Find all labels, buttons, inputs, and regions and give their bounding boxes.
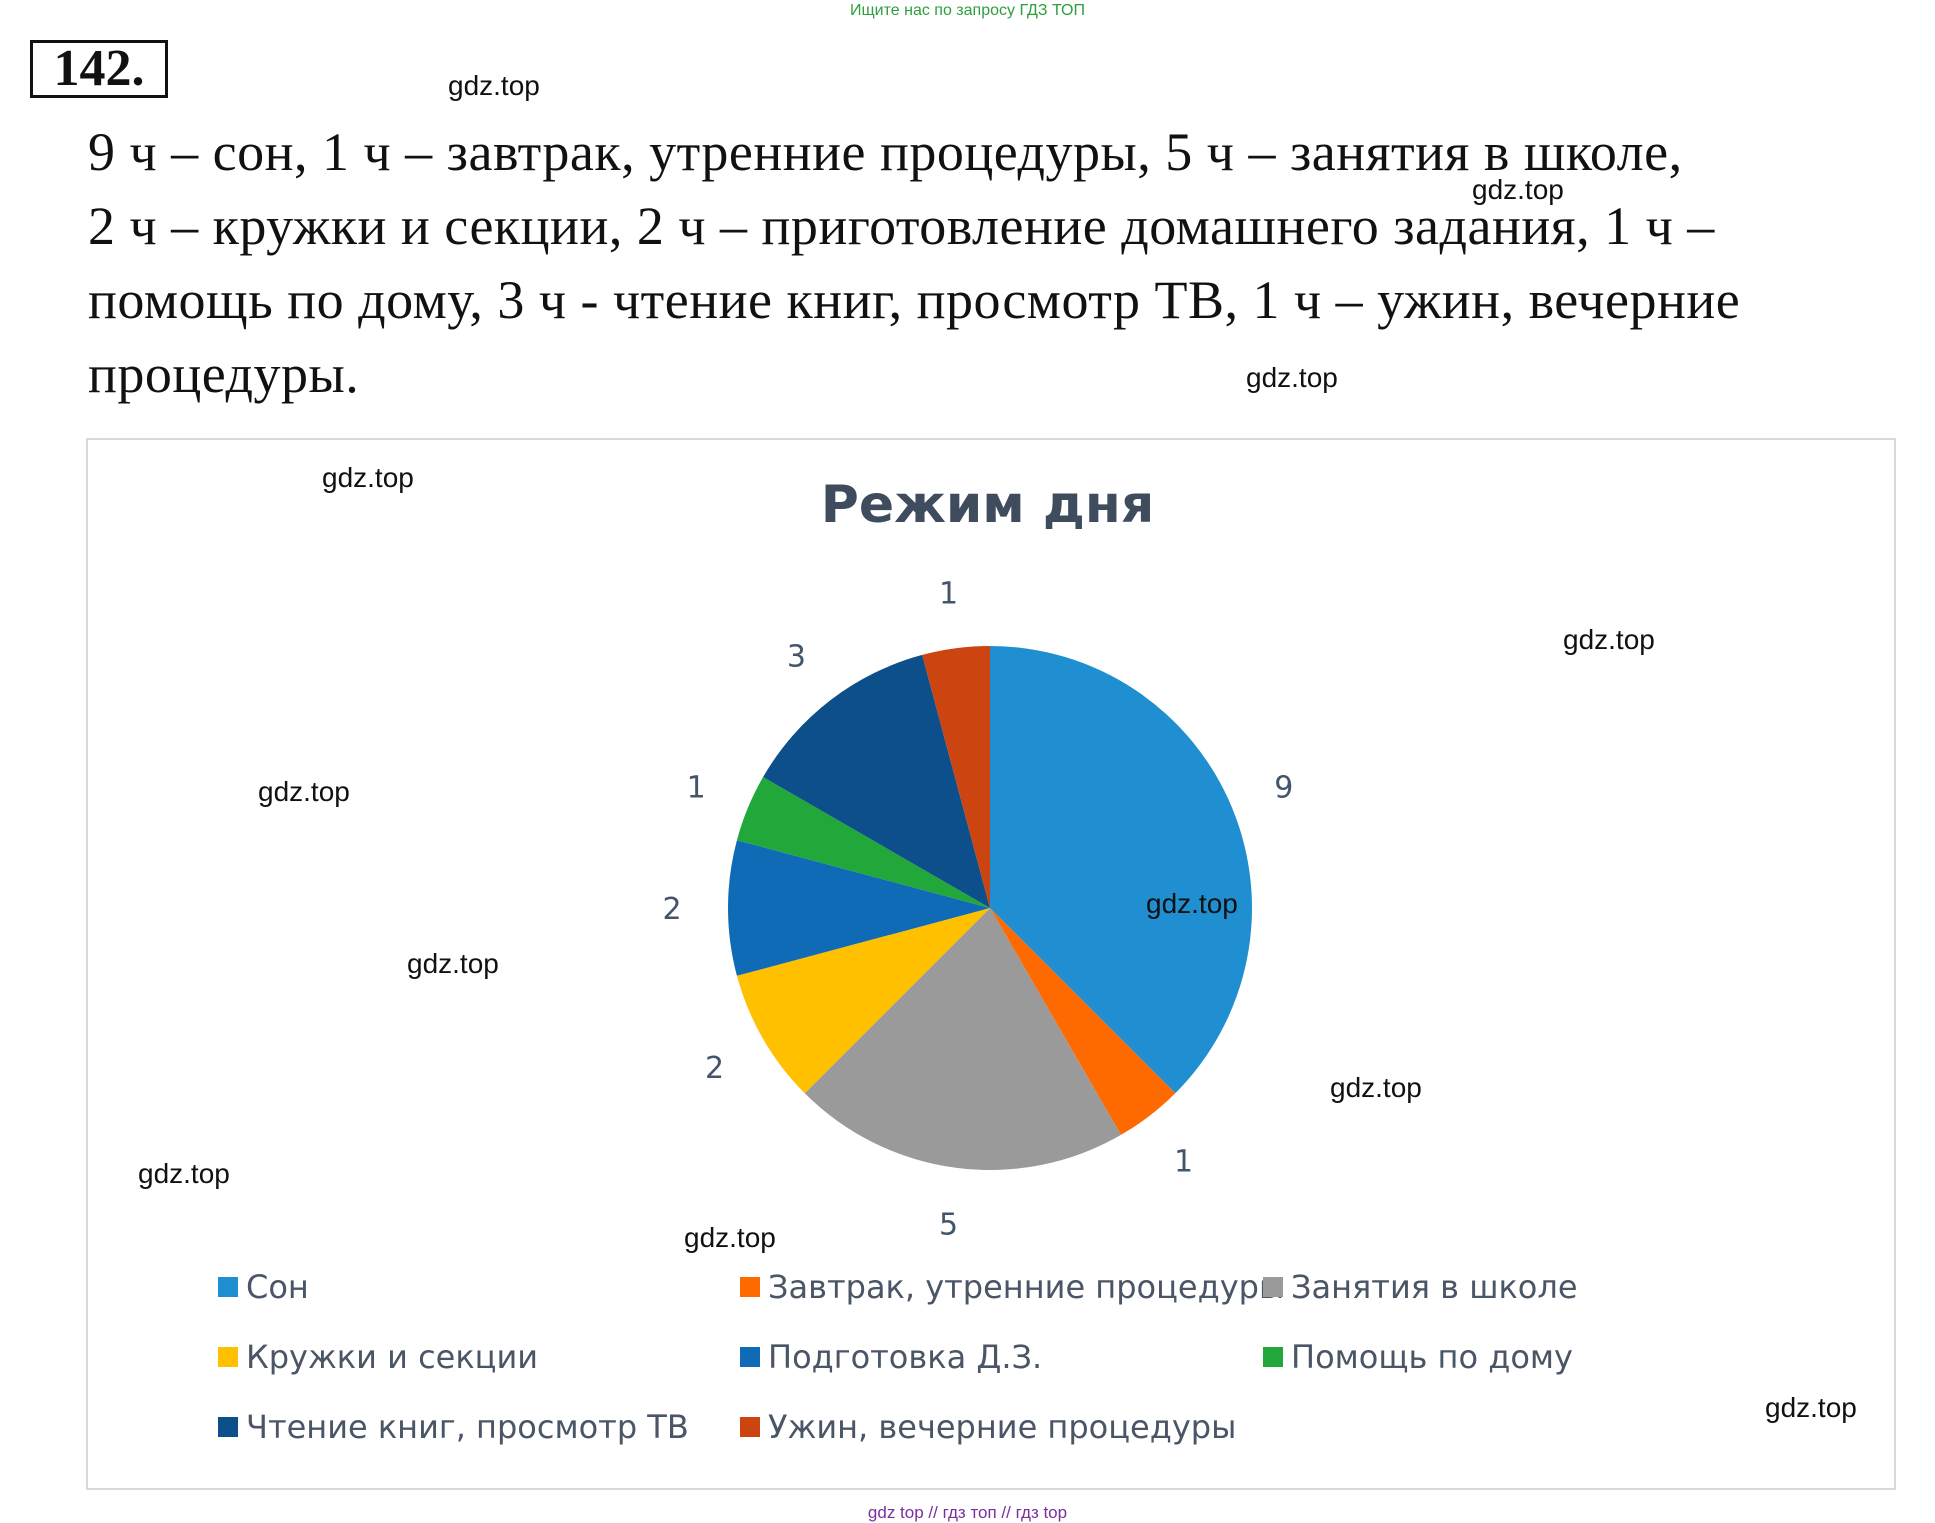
legend-item: Завтрак, утренние процедуры xyxy=(740,1268,1284,1306)
watermark: gdz.top xyxy=(1765,1392,1857,1423)
legend-item: Сон xyxy=(218,1268,309,1306)
legend-item: Ужин, вечерние процедуры xyxy=(740,1408,1236,1446)
pie-slice xyxy=(736,777,990,908)
legend-item: Помощь по дому xyxy=(1263,1338,1573,1376)
legend-label: Помощь по дому xyxy=(1291,1338,1573,1376)
legend-swatch xyxy=(218,1417,238,1437)
watermark: gdz.top xyxy=(1330,1072,1422,1103)
top-banner: Ищите нас по запросу ГДЗ ТОП xyxy=(850,2,1085,19)
watermark: gdz.top xyxy=(1146,888,1238,919)
legend-label: Подготовка Д.З. xyxy=(768,1338,1043,1376)
problem-line: помощь по дому, 3 ч - чтение книг, просм… xyxy=(88,270,1741,330)
data-label: 3 xyxy=(787,640,806,675)
legend-item: Чтение книг, просмотр ТВ xyxy=(218,1408,689,1446)
pie-slice xyxy=(763,654,990,908)
legend-label: Сон xyxy=(246,1268,309,1306)
legend-item: Занятия в школе xyxy=(1263,1268,1578,1306)
data-label: 2 xyxy=(705,1051,724,1086)
legend-swatch xyxy=(740,1277,760,1297)
legend-label: Ужин, вечерние процедуры xyxy=(768,1408,1237,1446)
pie-slice xyxy=(922,646,990,908)
pie-slice xyxy=(804,908,1121,1170)
watermark: gdz.top xyxy=(322,462,414,493)
legend-swatch xyxy=(218,1277,238,1297)
data-label: 1 xyxy=(1174,1144,1193,1179)
data-label: 9 xyxy=(1274,770,1293,805)
legend-swatch xyxy=(1263,1277,1283,1297)
watermark: gdz.top xyxy=(1563,624,1655,655)
data-label: 5 xyxy=(939,1207,958,1242)
legend-item: Кружки и секции xyxy=(218,1338,538,1376)
legend-swatch xyxy=(1263,1347,1283,1367)
legend-label: Занятия в школе xyxy=(1291,1268,1578,1306)
legend-swatch xyxy=(218,1347,238,1367)
footer: gdz top // гдз топ // гдз top xyxy=(867,1503,1068,1522)
pie-slice xyxy=(990,646,1252,1094)
watermark: gdz.top xyxy=(138,1158,230,1189)
watermark: gdz.top xyxy=(1472,174,1564,205)
chart-title: Режим дня xyxy=(820,475,1155,535)
problem-number: 142. xyxy=(30,40,168,98)
legend-swatch xyxy=(740,1417,760,1437)
legend-swatch xyxy=(740,1347,760,1367)
watermark: gdz.top xyxy=(684,1222,776,1253)
watermark: gdz.top xyxy=(258,776,350,807)
pie-slice xyxy=(736,908,990,1094)
data-label: 1 xyxy=(687,770,706,805)
watermark: gdz.top xyxy=(1246,362,1338,393)
legend-item: Подготовка Д.З. xyxy=(740,1338,1042,1376)
problem-line: процедуры. xyxy=(88,344,360,404)
legend-label: Кружки и секции xyxy=(246,1338,539,1376)
legend-label: Завтрак, утренние процедуры xyxy=(768,1268,1285,1306)
watermark: gdz.top xyxy=(407,948,499,979)
problem-line: 9 ч – сон, 1 ч – завтрак, утренние проце… xyxy=(88,122,1683,182)
pie-slice xyxy=(728,840,990,976)
data-label: 2 xyxy=(662,892,681,927)
problem-line: 2 ч – кружки и секции, 2 ч – приготовлен… xyxy=(88,196,1715,256)
watermark: gdz.top xyxy=(448,70,540,101)
legend-label: Чтение книг, просмотр ТВ xyxy=(246,1408,689,1446)
pie-slice xyxy=(990,908,1176,1135)
problem-text: 9 ч – сон, 1 ч – завтрак, утренние проце… xyxy=(88,115,1888,411)
data-label: 1 xyxy=(939,577,958,612)
